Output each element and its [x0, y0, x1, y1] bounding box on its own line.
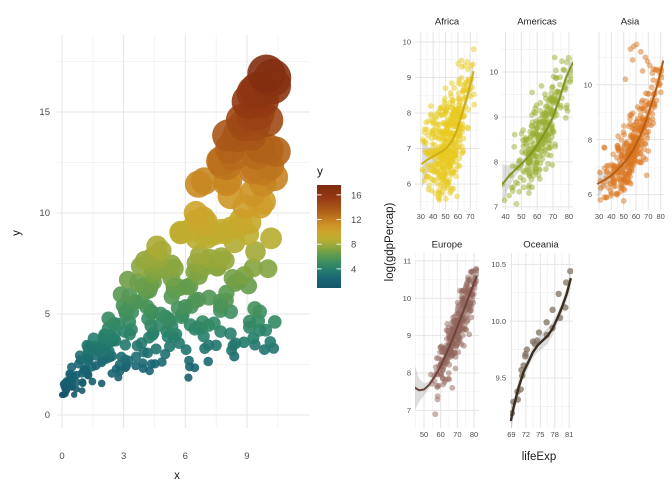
svg-text:15: 15 [39, 107, 50, 118]
svg-text:50: 50 [517, 212, 525, 221]
facet-americas: 40 50 60 70 80 7 8 9 10 [490, 32, 573, 221]
svg-text:6: 6 [588, 190, 592, 199]
svg-text:9: 9 [407, 73, 411, 82]
svg-text:7: 7 [407, 144, 411, 153]
svg-text:3: 3 [121, 451, 126, 462]
svg-text:70: 70 [549, 212, 557, 221]
svg-text:10: 10 [403, 38, 411, 47]
facet-title-africa: Africa [434, 16, 460, 28]
svg-text:78: 78 [551, 430, 559, 439]
bubble-points [58, 54, 292, 398]
svg-text:8: 8 [351, 240, 356, 251]
facet-x-axis-title: lifeExp [521, 451, 557, 463]
svg-text:8: 8 [407, 109, 411, 118]
svg-text:80: 80 [657, 212, 665, 221]
svg-text:5: 5 [45, 309, 50, 320]
smooth-line [510, 277, 572, 422]
svg-text:10: 10 [403, 294, 411, 303]
svg-text:10.0: 10.0 [491, 317, 506, 326]
svg-text:10: 10 [490, 68, 498, 77]
svg-text:60: 60 [436, 430, 444, 439]
svg-text:70: 70 [644, 212, 652, 221]
svg-text:10.5: 10.5 [491, 260, 506, 269]
svg-text:10: 10 [584, 80, 592, 89]
svg-text:16: 16 [351, 190, 362, 201]
svg-text:9: 9 [407, 331, 411, 340]
color-legend: 16 12 8 4 [317, 185, 362, 288]
facet-africa-points [419, 46, 478, 203]
svg-text:40: 40 [501, 212, 509, 221]
svg-text:8: 8 [588, 135, 592, 144]
smooth-line [415, 275, 478, 392]
facet-title-americas: Americas [517, 16, 557, 28]
svg-text:11: 11 [403, 256, 411, 265]
facet-asia-points [597, 41, 664, 204]
svg-text:7: 7 [494, 202, 498, 211]
svg-text:50: 50 [441, 212, 449, 221]
svg-text:50: 50 [620, 212, 628, 221]
facet-title-oceania: Oceania [523, 239, 559, 251]
facet-africa: 30 40 50 60 70 6 7 8 9 10 [403, 32, 479, 221]
legend-title: y [317, 164, 323, 178]
svg-text:60: 60 [533, 212, 541, 221]
left-y-axis-title: y [11, 230, 23, 236]
svg-text:81: 81 [565, 430, 573, 439]
svg-text:72: 72 [522, 430, 530, 439]
svg-text:4: 4 [351, 264, 356, 275]
left-x-axis-title: x [174, 470, 180, 482]
facet-title-europe: Europe [431, 239, 463, 251]
svg-text:70: 70 [466, 212, 474, 221]
svg-text:69: 69 [507, 430, 515, 439]
smooth-ribbon [415, 270, 477, 410]
svg-text:50: 50 [420, 430, 428, 439]
smooth-line [502, 62, 573, 186]
svg-text:30: 30 [417, 212, 425, 221]
facet-y-axis-title: log(gdpPercap) [384, 202, 396, 282]
facet-title-asia: Asia [620, 16, 640, 28]
svg-text:0: 0 [59, 451, 64, 462]
svg-text:9.5: 9.5 [496, 374, 506, 383]
svg-text:80: 80 [565, 212, 573, 221]
svg-text:80: 80 [470, 430, 478, 439]
facet-europe: 50 60 70 80 7 8 9 10 11 [403, 253, 479, 439]
smooth-line [421, 71, 475, 165]
svg-text:40: 40 [429, 212, 437, 221]
svg-text:7: 7 [407, 406, 411, 415]
svg-text:40: 40 [607, 212, 615, 221]
smooth-line [596, 60, 664, 185]
svg-text:12: 12 [351, 215, 362, 226]
svg-text:6: 6 [407, 180, 411, 189]
facet-oceania: 69 72 75 78 81 9.5 10.0 10.5 [491, 253, 573, 439]
svg-text:8: 8 [407, 369, 411, 378]
svg-text:9: 9 [244, 451, 249, 462]
svg-text:75: 75 [536, 430, 544, 439]
svg-text:70: 70 [453, 430, 461, 439]
svg-text:60: 60 [454, 212, 462, 221]
bubble-chart: 0 3 6 9 0 5 10 15 [39, 35, 310, 462]
svg-text:9: 9 [494, 113, 498, 122]
svg-text:60: 60 [632, 212, 640, 221]
svg-text:30: 30 [595, 212, 603, 221]
svg-text:8: 8 [494, 158, 498, 167]
legend-colorbar [317, 185, 341, 288]
svg-text:10: 10 [39, 208, 50, 219]
facet-asia: 30 40 50 60 70 80 6 8 10 [584, 32, 665, 221]
smooth-ribbon [511, 268, 571, 428]
svg-text:0: 0 [45, 410, 50, 421]
svg-text:6: 6 [183, 451, 188, 462]
